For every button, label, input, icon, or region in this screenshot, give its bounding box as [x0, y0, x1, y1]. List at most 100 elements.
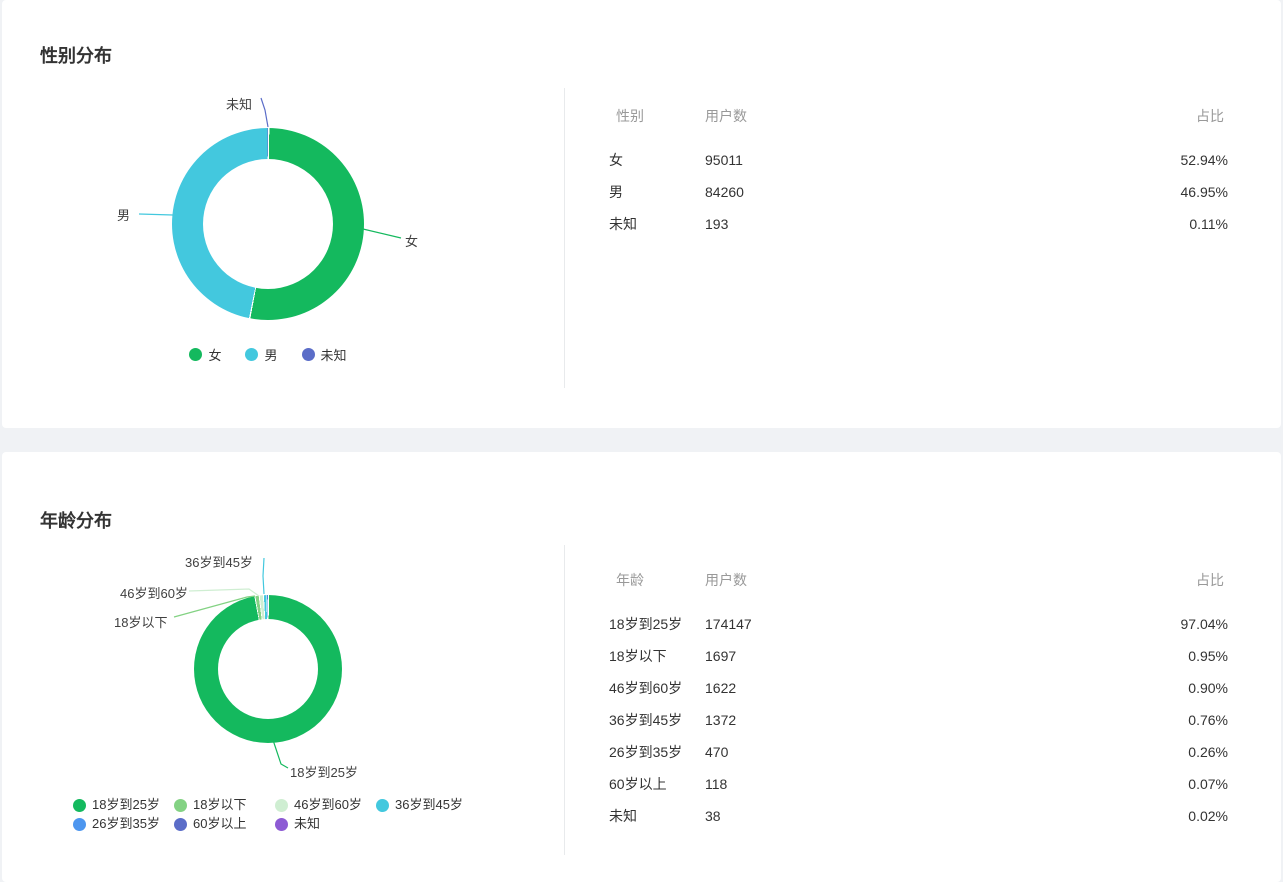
- cell-count: 38: [705, 808, 721, 824]
- age-legend: 18岁到25岁 18岁以下 46岁到60岁 36岁到45岁 26岁到35岁 60…: [73, 797, 477, 832]
- legend-label: 26岁到35岁: [92, 816, 160, 831]
- header-age: 年龄: [616, 572, 644, 588]
- table-row: 26岁到35岁 470 0.26%: [609, 736, 1228, 768]
- legend-item-male[interactable]: 男: [245, 345, 278, 364]
- cell-percent: 0.11%: [1189, 216, 1228, 232]
- cell-count: 470: [705, 744, 729, 760]
- legend-label: 36岁到45岁: [395, 797, 463, 812]
- table-header: 年龄 用户数 占比: [609, 570, 1228, 590]
- legend-dot: [73, 817, 86, 831]
- table-row: 男 84260 46.95%: [609, 176, 1228, 208]
- legend-label: 60岁以上: [193, 816, 247, 831]
- callout-line-46-60: [188, 588, 260, 597]
- header-gender: 性别: [616, 108, 644, 124]
- age-panel: 年龄分布 36岁到45岁 46岁到60岁 18岁以下 18岁到25岁 18岁到2…: [2, 452, 1281, 882]
- callout-label-female: 女: [405, 234, 419, 249]
- cell-percent: 0.02%: [1188, 808, 1228, 824]
- header-percent: 占比: [1196, 108, 1224, 124]
- cell-count: 1697: [705, 648, 737, 664]
- gender-table: 性别 用户数 占比 女 95011 52.94% 男 84260 46.95% …: [609, 106, 1228, 240]
- cell-count: 1372: [705, 712, 737, 728]
- legend-label: 未知: [294, 816, 321, 831]
- vertical-divider: [564, 545, 565, 855]
- legend-item-under-18[interactable]: 18岁以下: [174, 797, 275, 813]
- legend-dot: [174, 798, 187, 812]
- legend-item-46-60[interactable]: 46岁到60岁: [275, 797, 376, 813]
- callout-line-36-45: [262, 557, 265, 595]
- age-table: 年龄 用户数 占比 18岁到25岁 174147 97.04% 18岁以下 16…: [609, 570, 1228, 832]
- callout-label-male: 男: [117, 208, 131, 223]
- callout-line-male: [138, 213, 174, 216]
- cell-label: 18岁到25岁: [609, 616, 683, 632]
- cell-label: 未知: [609, 216, 637, 232]
- legend-label: 未知: [320, 348, 347, 363]
- cell-percent: 52.94%: [1180, 152, 1228, 168]
- header-count: 用户数: [705, 108, 747, 124]
- cell-count: 84260: [705, 184, 744, 200]
- table-row: 18岁以下 1697 0.95%: [609, 640, 1228, 672]
- legend-label: 男: [264, 348, 278, 363]
- gender-panel-title: 性别分布: [40, 45, 112, 66]
- table-row: 未知 193 0.11%: [609, 208, 1228, 240]
- cell-percent: 46.95%: [1180, 184, 1228, 200]
- legend-item-36-45[interactable]: 36岁到45岁: [376, 797, 477, 813]
- cell-label: 26岁到35岁: [609, 744, 683, 760]
- legend-dot: [275, 798, 288, 812]
- legend-dot: [174, 817, 187, 831]
- cell-label: 未知: [609, 808, 637, 824]
- cell-percent: 0.90%: [1188, 680, 1228, 696]
- cell-label: 18岁以下: [609, 648, 667, 664]
- cell-label: 女: [609, 152, 623, 168]
- age-donut-chart[interactable]: [194, 595, 342, 743]
- header-count: 用户数: [705, 572, 747, 588]
- vertical-divider: [564, 88, 565, 388]
- callout-label-unknown: 未知: [226, 97, 253, 112]
- legend-label: 46岁到60岁: [294, 797, 362, 812]
- legend-label: 18岁以下: [193, 797, 247, 812]
- table-row: 未知 38 0.02%: [609, 800, 1228, 832]
- legend-item-18-25[interactable]: 18岁到25岁: [73, 797, 174, 813]
- cell-count: 174147: [705, 616, 752, 632]
- header-percent: 占比: [1196, 572, 1224, 588]
- legend-item-unknown[interactable]: 未知: [275, 816, 376, 832]
- legend-label: 女: [208, 348, 222, 363]
- legend-item-female[interactable]: 女: [189, 345, 221, 364]
- callout-label-under-18: 18岁以下: [114, 615, 168, 630]
- cell-label: 46岁到60岁: [609, 680, 683, 696]
- callout-line-18-25: [272, 739, 289, 769]
- callout-label-18-25: 18岁到25岁: [290, 765, 358, 780]
- cell-count: 95011: [705, 152, 743, 168]
- cell-count: 1622: [705, 680, 737, 696]
- callout-label-46-60: 46岁到60岁: [120, 586, 188, 601]
- table-row: 女 95011 52.94%: [609, 144, 1228, 176]
- legend-item-over-60[interactable]: 60岁以上: [174, 816, 275, 832]
- gender-panel: 性别分布 未知 男 女 女 男 未知 性别 用户数 占比 女: [2, 0, 1281, 428]
- legend-dot: [376, 798, 389, 812]
- cell-percent: 97.04%: [1180, 616, 1228, 632]
- table-row: 36岁到45岁 1372 0.76%: [609, 704, 1228, 736]
- legend-dot: [189, 348, 203, 361]
- legend-item-26-35[interactable]: 26岁到35岁: [73, 816, 174, 832]
- table-row: 46岁到60岁 1622 0.90%: [609, 672, 1228, 704]
- table-header: 性别 用户数 占比: [609, 106, 1228, 126]
- cell-count: 118: [705, 776, 728, 792]
- cell-label: 男: [609, 184, 623, 200]
- legend-item-unknown[interactable]: 未知: [301, 345, 347, 364]
- callout-label-36-45: 36岁到45岁: [185, 555, 253, 570]
- cell-count: 193: [705, 216, 729, 232]
- gender-donut-chart[interactable]: [172, 128, 364, 320]
- cell-percent: 0.76%: [1188, 712, 1228, 728]
- callout-line-female: [362, 228, 402, 239]
- legend-dot: [73, 798, 86, 812]
- table-row: 60岁以上 118 0.07%: [609, 768, 1228, 800]
- legend-dot: [275, 817, 288, 831]
- donut-hole: [218, 619, 318, 719]
- cell-percent: 0.95%: [1188, 648, 1228, 664]
- cell-label: 36岁到45岁: [609, 712, 683, 728]
- gender-legend: 女 男 未知: [2, 345, 534, 364]
- age-panel-title: 年龄分布: [40, 510, 112, 531]
- legend-label: 18岁到25岁: [92, 797, 160, 812]
- donut-hole: [203, 159, 333, 289]
- legend-dot: [245, 348, 259, 361]
- cell-percent: 0.07%: [1188, 776, 1228, 792]
